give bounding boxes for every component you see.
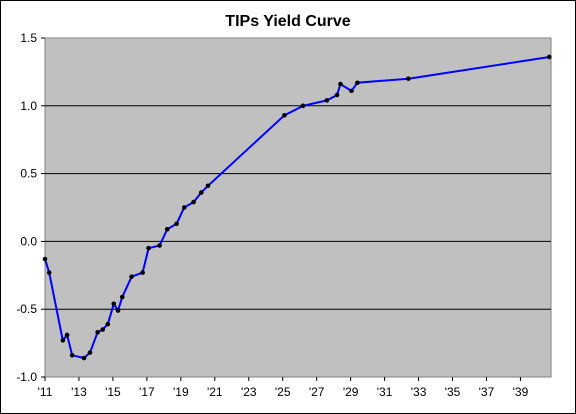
x-tick-label: '15 xyxy=(105,385,121,399)
data-point xyxy=(191,199,196,205)
data-point xyxy=(140,270,145,275)
data-point xyxy=(119,294,125,300)
chart-title: TIPs Yield Curve xyxy=(225,13,350,30)
data-point xyxy=(334,92,340,98)
data-point xyxy=(111,301,117,307)
x-tick-label: '23 xyxy=(241,385,257,399)
data-point xyxy=(87,350,93,355)
data-point xyxy=(406,76,411,81)
x-tick-label: '37 xyxy=(479,385,495,399)
data-point xyxy=(129,274,134,279)
y-tick-label: 1.5 xyxy=(20,31,37,45)
x-tick-label: '17 xyxy=(139,385,155,399)
data-point xyxy=(64,332,70,338)
data-point xyxy=(205,183,211,189)
data-point xyxy=(146,245,151,251)
data-point xyxy=(181,205,187,210)
x-tick-label: '39 xyxy=(513,385,529,399)
data-point xyxy=(349,88,354,94)
data-point xyxy=(338,81,343,87)
data-point xyxy=(46,270,52,275)
y-tick-label: -0.5 xyxy=(16,302,37,316)
data-point xyxy=(60,338,66,343)
x-tick-label: '35 xyxy=(445,385,461,399)
data-point xyxy=(115,308,121,313)
plot-area xyxy=(44,37,552,378)
x-tick-label: '19 xyxy=(173,385,189,399)
x-tick-label: '33 xyxy=(411,385,427,399)
data-point xyxy=(282,112,287,118)
data-points xyxy=(42,54,552,361)
y-tick-label: -1.0 xyxy=(16,370,37,384)
data-point xyxy=(164,226,170,232)
gridlines xyxy=(45,105,551,310)
data-point xyxy=(100,327,106,332)
y-tick-label: 0.5 xyxy=(20,167,37,181)
data-point xyxy=(547,54,552,60)
y-tick-label: 1.0 xyxy=(20,99,37,113)
y-axis-ticks: 1.5 1.0 0.5 0.0 -0.5 -1.0 xyxy=(16,31,45,384)
x-tick-label: '29 xyxy=(343,385,359,399)
data-point xyxy=(95,329,100,335)
x-tick-label: '25 xyxy=(275,385,291,399)
data-point xyxy=(324,98,330,103)
data-point xyxy=(198,190,204,195)
data-point xyxy=(42,256,48,262)
x-tick-label: '31 xyxy=(377,385,393,399)
x-tick-label: '27 xyxy=(309,385,325,399)
y-tick-label: 0.0 xyxy=(20,234,37,248)
x-tick-label: '11 xyxy=(38,385,53,399)
data-point xyxy=(300,103,306,109)
data-point xyxy=(69,353,75,358)
data-point xyxy=(174,221,179,227)
x-axis-ticks: '11 '13 '15 '17 '19 '21 '23 '25 '27 '29 '31 '33 '35 '… xyxy=(38,377,529,399)
data-point xyxy=(157,243,162,248)
data-point xyxy=(81,355,87,361)
x-tick-label: '13 xyxy=(71,385,87,399)
data-point xyxy=(355,80,360,86)
x-tick-label: '21 xyxy=(207,385,223,399)
data-point xyxy=(105,321,111,327)
